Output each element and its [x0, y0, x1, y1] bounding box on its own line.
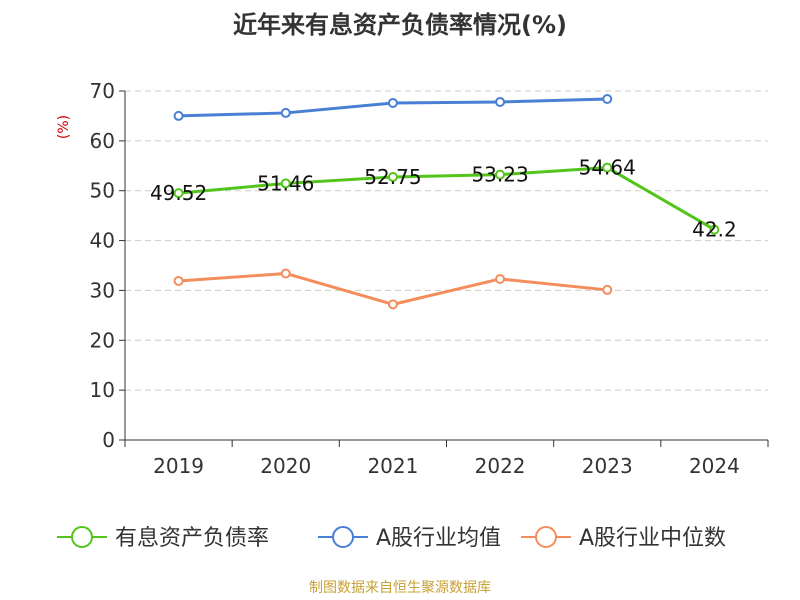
data-point	[280, 178, 291, 189]
data-point	[387, 299, 398, 310]
y-tick-label: 50	[90, 179, 115, 203]
data-point	[602, 93, 613, 104]
y-tick-label: 10	[90, 378, 115, 402]
x-tick-label: 2022	[475, 454, 526, 478]
y-axis-label: (%)	[56, 115, 72, 139]
y-tick-label: 60	[90, 129, 115, 153]
axes: 0 10 20 30 40 50 60 70 2019 2020 2021 2022 2023 2024	[90, 79, 769, 478]
y-tick-label: 40	[90, 229, 115, 253]
data-point	[173, 110, 184, 121]
data-point	[495, 96, 506, 107]
data-point	[387, 172, 398, 183]
legend-marker	[332, 526, 354, 548]
y-tick-label: 70	[90, 79, 115, 103]
y-tick-label: 30	[90, 278, 115, 302]
series-line	[178, 166, 716, 231]
y-tick-label: 0	[102, 428, 115, 452]
data-point	[173, 188, 184, 199]
data-point	[709, 224, 720, 235]
y-tick-label: 20	[90, 328, 115, 352]
legend-label: A股行业均值	[376, 526, 501, 551]
data-label: 51.46	[257, 171, 314, 195]
x-tick-label: 2024	[689, 454, 740, 478]
legend: 有息资产负债率 A股行业均值 A股行业中位数	[57, 526, 726, 551]
data-point	[602, 162, 613, 173]
legend-label: 有息资产负债率	[115, 526, 269, 551]
data-point	[602, 284, 613, 295]
data-label: 49.52	[150, 181, 207, 205]
data-labels: 49.52 51.46 52.75 53.23 54.64 42.2	[150, 156, 737, 242]
legend-marker	[535, 526, 557, 548]
series-lines	[173, 93, 720, 310]
data-point	[495, 169, 506, 180]
data-point	[280, 268, 291, 279]
x-tick-label: 2020	[260, 454, 311, 478]
legend-marker	[71, 526, 93, 548]
source-note: 制图数据来自恒生聚源数据库	[309, 580, 491, 596]
data-point	[173, 275, 184, 286]
data-point	[280, 107, 291, 118]
data-point	[495, 273, 506, 284]
x-tick-label: 2021	[367, 454, 418, 478]
grid-lines	[125, 90, 768, 391]
data-label: 53.23	[471, 163, 528, 187]
data-point	[387, 97, 398, 108]
legend-label: A股行业中位数	[579, 526, 726, 551]
data-label: 42.2	[692, 218, 737, 242]
x-tick-label: 2019	[153, 454, 204, 478]
chart-title: 近年来有息资产负债率情况(%)	[233, 11, 567, 39]
data-label: 54.64	[579, 156, 636, 180]
x-tick-label: 2023	[582, 454, 633, 478]
data-label: 52.75	[364, 165, 421, 189]
